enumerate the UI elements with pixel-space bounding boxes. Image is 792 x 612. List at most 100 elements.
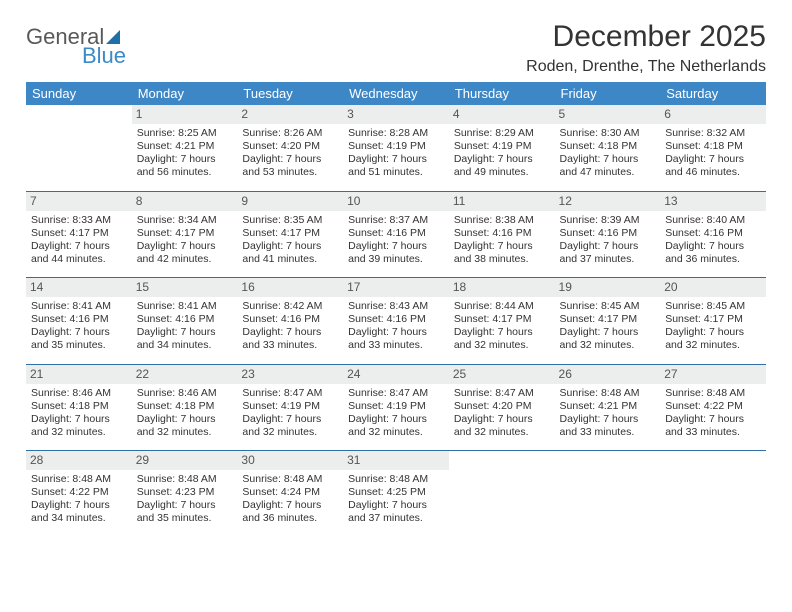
- sunset-line: Sunset: 4:16 PM: [454, 227, 550, 240]
- day-cell: 29Sunrise: 8:48 AMSunset: 4:23 PMDayligh…: [132, 451, 238, 537]
- day-cell: 26Sunrise: 8:48 AMSunset: 4:21 PMDayligh…: [555, 365, 661, 451]
- day-cell: 14Sunrise: 8:41 AMSunset: 4:16 PMDayligh…: [26, 278, 132, 364]
- daylight-line: Daylight: 7 hours and 32 minutes.: [137, 413, 233, 439]
- sunrise-line: Sunrise: 8:48 AM: [348, 473, 444, 486]
- daylight-line: Daylight: 7 hours and 56 minutes.: [137, 153, 233, 179]
- day-number: 16: [237, 278, 343, 297]
- sunset-line: Sunset: 4:16 PM: [348, 227, 444, 240]
- day-cell: 19Sunrise: 8:45 AMSunset: 4:17 PMDayligh…: [555, 278, 661, 364]
- sunset-line: Sunset: 4:16 PM: [348, 313, 444, 326]
- day-number: 5: [555, 105, 661, 124]
- day-number: 8: [132, 192, 238, 211]
- sunset-line: Sunset: 4:17 PM: [31, 227, 127, 240]
- day-cell: 28Sunrise: 8:48 AMSunset: 4:22 PMDayligh…: [26, 451, 132, 537]
- day-cell: 9Sunrise: 8:35 AMSunset: 4:17 PMDaylight…: [237, 192, 343, 278]
- daylight-line: Daylight: 7 hours and 32 minutes.: [242, 413, 338, 439]
- sunset-line: Sunset: 4:21 PM: [137, 140, 233, 153]
- daylight-line: Daylight: 7 hours and 32 minutes.: [348, 413, 444, 439]
- daylight-line: Daylight: 7 hours and 49 minutes.: [454, 153, 550, 179]
- day-cell: 15Sunrise: 8:41 AMSunset: 4:16 PMDayligh…: [132, 278, 238, 364]
- sunrise-line: Sunrise: 8:44 AM: [454, 300, 550, 313]
- day-header: Monday: [132, 82, 238, 105]
- daylight-line: Daylight: 7 hours and 37 minutes.: [560, 240, 656, 266]
- sunrise-line: Sunrise: 8:47 AM: [454, 387, 550, 400]
- day-number: 28: [26, 451, 132, 470]
- day-cell: 25Sunrise: 8:47 AMSunset: 4:20 PMDayligh…: [449, 365, 555, 451]
- daylight-line: Daylight: 7 hours and 33 minutes.: [665, 413, 761, 439]
- week-row: 21Sunrise: 8:46 AMSunset: 4:18 PMDayligh…: [26, 365, 766, 451]
- day-number: 1: [132, 105, 238, 124]
- sunrise-line: Sunrise: 8:46 AM: [31, 387, 127, 400]
- sunrise-line: Sunrise: 8:42 AM: [242, 300, 338, 313]
- sunrise-line: Sunrise: 8:33 AM: [31, 214, 127, 227]
- sunrise-line: Sunrise: 8:40 AM: [665, 214, 761, 227]
- day-cell: 4Sunrise: 8:29 AMSunset: 4:19 PMDaylight…: [449, 105, 555, 191]
- daylight-line: Daylight: 7 hours and 42 minutes.: [137, 240, 233, 266]
- day-cell: 17Sunrise: 8:43 AMSunset: 4:16 PMDayligh…: [343, 278, 449, 364]
- day-number: 7: [26, 192, 132, 211]
- sunset-line: Sunset: 4:19 PM: [454, 140, 550, 153]
- day-cell: 22Sunrise: 8:46 AMSunset: 4:18 PMDayligh…: [132, 365, 238, 451]
- day-cell: 30Sunrise: 8:48 AMSunset: 4:24 PMDayligh…: [237, 451, 343, 537]
- day-cell: 12Sunrise: 8:39 AMSunset: 4:16 PMDayligh…: [555, 192, 661, 278]
- daylight-line: Daylight: 7 hours and 33 minutes.: [348, 326, 444, 352]
- day-header: Friday: [555, 82, 661, 105]
- sunrise-line: Sunrise: 8:45 AM: [560, 300, 656, 313]
- sunrise-line: Sunrise: 8:47 AM: [348, 387, 444, 400]
- day-header: Sunday: [26, 82, 132, 105]
- location-text: Roden, Drenthe, The Netherlands: [526, 58, 766, 76]
- day-number: 22: [132, 365, 238, 384]
- day-cell: 3Sunrise: 8:28 AMSunset: 4:19 PMDaylight…: [343, 105, 449, 191]
- sunrise-line: Sunrise: 8:38 AM: [454, 214, 550, 227]
- daylight-line: Daylight: 7 hours and 51 minutes.: [348, 153, 444, 179]
- day-number: 10: [343, 192, 449, 211]
- daylight-line: Daylight: 7 hours and 32 minutes.: [560, 326, 656, 352]
- daylight-line: Daylight: 7 hours and 34 minutes.: [137, 326, 233, 352]
- day-cell: 6 Sunrise: 8:32 AMSunset: 4:18 PMDaylight…: [660, 105, 766, 191]
- sunset-line: Sunset: 4:18 PM: [31, 400, 127, 413]
- sunrise-line: Sunrise: 8:32 AM: [665, 127, 761, 140]
- day-header-row: SundayMondayTuesdayWednesdayThursdayFrid…: [26, 82, 766, 105]
- day-number: 27: [660, 365, 766, 384]
- day-number: 19: [555, 278, 661, 297]
- daylight-line: Daylight: 7 hours and 41 minutes.: [242, 240, 338, 266]
- day-cell: [555, 451, 661, 537]
- day-cell: 8Sunrise: 8:34 AMSunset: 4:17 PMDaylight…: [132, 192, 238, 278]
- sunrise-line: Sunrise: 8:41 AM: [137, 300, 233, 313]
- sunset-line: Sunset: 4:22 PM: [665, 400, 761, 413]
- day-cell: 7Sunrise: 8:33 AMSunset: 4:17 PMDaylight…: [26, 192, 132, 278]
- day-number: 6: [660, 105, 766, 124]
- title-block: December 2025 Roden, Drenthe, The Nether…: [526, 20, 766, 76]
- sunset-line: Sunset: 4:21 PM: [560, 400, 656, 413]
- sunset-line: Sunset: 4:16 PM: [242, 313, 338, 326]
- day-cell: 2Sunrise: 8:26 AMSunset: 4:20 PMDaylight…: [237, 105, 343, 191]
- day-number: 2: [237, 105, 343, 124]
- calendar-head: SundayMondayTuesdayWednesdayThursdayFrid…: [26, 82, 766, 105]
- sunset-line: Sunset: 4:17 PM: [665, 313, 761, 326]
- day-header: Wednesday: [343, 82, 449, 105]
- day-cell: 16Sunrise: 8:42 AMSunset: 4:16 PMDayligh…: [237, 278, 343, 364]
- day-cell: [449, 451, 555, 537]
- day-cell: 18Sunrise: 8:44 AMSunset: 4:17 PMDayligh…: [449, 278, 555, 364]
- sunset-line: Sunset: 4:16 PM: [31, 313, 127, 326]
- sunset-line: Sunset: 4:18 PM: [665, 140, 761, 153]
- day-number: 3: [343, 105, 449, 124]
- daylight-line: Daylight: 7 hours and 47 minutes.: [560, 153, 656, 179]
- day-number: 31: [343, 451, 449, 470]
- day-number: 24: [343, 365, 449, 384]
- daylight-line: Daylight: 7 hours and 33 minutes.: [560, 413, 656, 439]
- week-row: 28Sunrise: 8:48 AMSunset: 4:22 PMDayligh…: [26, 451, 766, 537]
- sunset-line: Sunset: 4:25 PM: [348, 486, 444, 499]
- sunset-line: Sunset: 4:18 PM: [560, 140, 656, 153]
- daylight-line: Daylight: 7 hours and 46 minutes.: [665, 153, 761, 179]
- day-cell: 31Sunrise: 8:48 AMSunset: 4:25 PMDayligh…: [343, 451, 449, 537]
- sunset-line: Sunset: 4:19 PM: [348, 400, 444, 413]
- day-number: 4: [449, 105, 555, 124]
- day-cell: 11Sunrise: 8:38 AMSunset: 4:16 PMDayligh…: [449, 192, 555, 278]
- day-number: 20: [660, 278, 766, 297]
- daylight-line: Daylight: 7 hours and 32 minutes.: [454, 326, 550, 352]
- sunset-line: Sunset: 4:20 PM: [454, 400, 550, 413]
- sunset-line: Sunset: 4:16 PM: [665, 227, 761, 240]
- sunrise-line: Sunrise: 8:30 AM: [560, 127, 656, 140]
- day-cell: 21Sunrise: 8:46 AMSunset: 4:18 PMDayligh…: [26, 365, 132, 451]
